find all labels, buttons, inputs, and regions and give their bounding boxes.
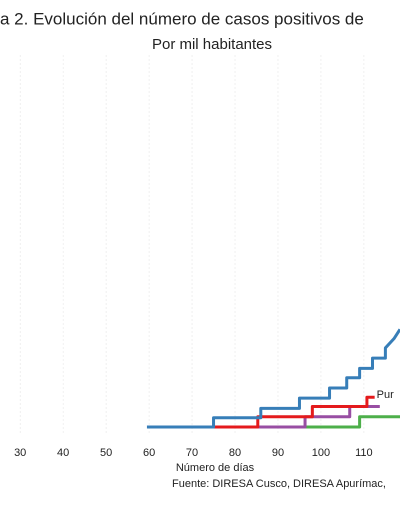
chart-subtitle: Por mil habitantes (152, 36, 272, 53)
chart-title: a 2. Evolución del número de casos posit… (0, 9, 364, 28)
series-line (146, 328, 400, 429)
x-tick-label: 50 (100, 447, 112, 459)
x-tick-label: 100 (312, 447, 330, 459)
series-line (170, 395, 375, 429)
annotation: Pur (377, 389, 394, 401)
x-tick-label: 80 (229, 447, 241, 459)
x-tick-label: 30 (14, 447, 26, 459)
x-tick-label: 70 (186, 447, 198, 459)
x-axis-label: Número de días (176, 462, 255, 474)
caption: Fuente: DIRESA Cusco, DIRESA Apurímac, (172, 478, 386, 490)
x-tick-label: 90 (272, 447, 284, 459)
series-line (149, 415, 400, 429)
x-tick-label: 110 (355, 447, 373, 459)
x-tick-label: 60 (143, 447, 155, 459)
x-tick-label: 40 (57, 447, 69, 459)
